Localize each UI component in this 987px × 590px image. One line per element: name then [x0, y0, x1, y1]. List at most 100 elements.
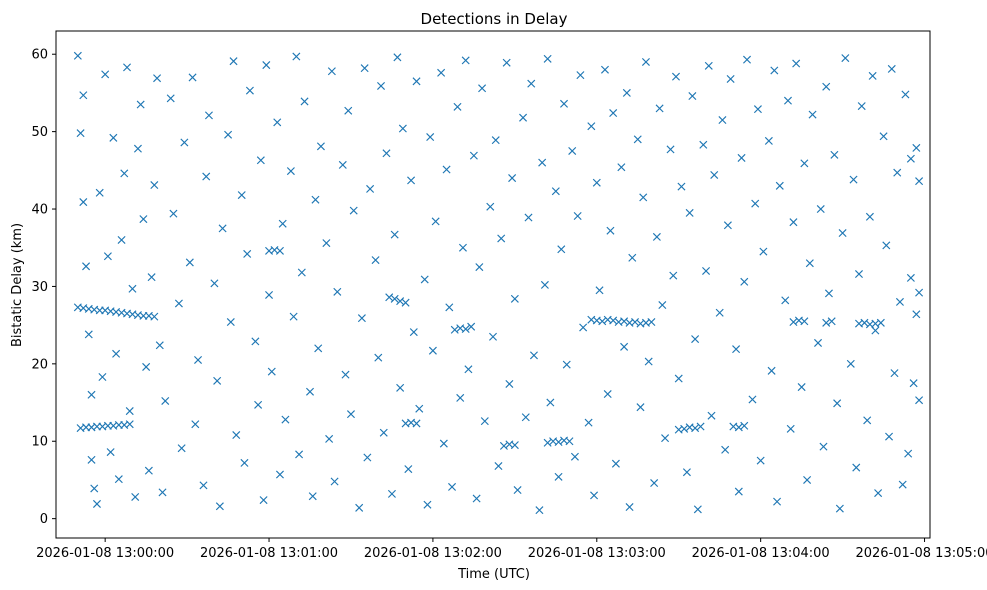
data-markers	[73, 51, 924, 515]
data-point-marker	[426, 133, 435, 142]
data-point-marker	[251, 337, 260, 346]
data-point-marker	[551, 187, 560, 196]
data-point-marker	[316, 142, 325, 151]
data-point-marker	[609, 109, 618, 118]
data-point-marker	[322, 239, 331, 248]
x-axis-label: Time (UTC)	[457, 567, 530, 582]
data-point-marker	[606, 226, 615, 235]
data-point-marker	[677, 182, 686, 191]
data-point-marker	[215, 502, 224, 511]
data-point-marker	[622, 88, 631, 97]
data-point-marker	[158, 488, 167, 497]
data-point-marker	[669, 271, 678, 280]
data-point-marker	[218, 224, 227, 233]
data-point-marker	[527, 79, 536, 88]
data-point-marker	[792, 59, 801, 68]
data-point-marker	[734, 423, 743, 432]
data-point-marker	[805, 259, 814, 268]
data-point-marker	[275, 470, 284, 479]
data-point-marker	[150, 312, 159, 321]
data-point-marker	[661, 434, 670, 443]
data-point-marker	[901, 90, 910, 99]
data-point-marker	[748, 395, 757, 404]
data-point-marker	[915, 396, 924, 405]
data-point-marker	[295, 450, 304, 459]
data-point-marker	[155, 341, 164, 350]
data-point-marker	[671, 72, 681, 81]
data-point-marker	[300, 97, 309, 106]
data-point-marker	[142, 362, 151, 371]
data-point-marker	[909, 379, 918, 388]
data-point-marker	[830, 150, 839, 159]
data-point-marker	[595, 286, 604, 295]
data-point-marker	[79, 91, 88, 100]
data-point-marker	[448, 482, 457, 491]
data-point-marker	[529, 351, 538, 360]
x-tick-label: 2026-01-08 13:03:00	[528, 546, 666, 561]
data-point-marker	[800, 317, 809, 326]
data-point-marker	[680, 424, 689, 433]
data-point-marker	[84, 330, 93, 339]
data-point-marker	[174, 299, 183, 308]
data-point-marker	[835, 504, 844, 513]
data-point-marker	[308, 492, 317, 501]
data-point-marker	[344, 106, 353, 115]
data-point-marker	[491, 136, 500, 145]
y-axis-label: Bistatic Delay (km)	[10, 223, 25, 347]
data-point-marker	[721, 445, 730, 454]
data-point-marker	[327, 67, 336, 76]
data-point-marker	[445, 303, 454, 312]
data-point-marker	[732, 345, 741, 354]
data-point-marker	[229, 57, 238, 66]
data-point-marker	[912, 143, 921, 152]
data-point-marker	[800, 159, 809, 168]
data-point-marker	[153, 74, 162, 83]
data-point-marker	[519, 113, 528, 122]
data-point-marker	[404, 465, 413, 474]
data-point-marker	[775, 181, 784, 190]
data-point-marker	[79, 198, 88, 207]
data-point-marker	[715, 308, 724, 317]
data-point-marker	[346, 410, 355, 419]
y-tick-label: 50	[31, 125, 48, 140]
data-point-marker	[770, 66, 779, 75]
data-point-marker	[885, 432, 894, 441]
y-tick-label: 30	[31, 280, 48, 295]
data-point-marker	[521, 413, 530, 422]
data-point-marker	[398, 124, 407, 133]
data-point-marker	[822, 82, 831, 91]
data-point-marker	[557, 245, 566, 254]
data-point-marker	[469, 151, 478, 160]
data-point-marker	[666, 145, 675, 154]
data-point-marker	[286, 167, 295, 176]
x-axis: 2026-01-08 13:00:00 2026-01-08 13:01:00 20…	[36, 538, 987, 561]
data-point-marker	[273, 118, 282, 127]
data-point-marker	[641, 57, 650, 66]
data-point-marker	[458, 243, 467, 252]
data-point-marker	[90, 484, 99, 493]
data-point-marker	[123, 63, 132, 72]
data-point-marker	[554, 472, 563, 481]
data-point-marker	[562, 360, 571, 369]
data-point-marker	[852, 463, 861, 472]
data-point-marker	[759, 247, 768, 256]
data-point-marker	[584, 418, 593, 427]
data-point-marker	[868, 71, 877, 80]
data-point-marker	[693, 505, 702, 514]
data-point-marker	[95, 188, 104, 197]
data-point-marker	[439, 439, 448, 448]
data-point-marker	[734, 487, 743, 496]
data-point-marker	[243, 249, 252, 258]
data-point-marker	[904, 449, 913, 458]
data-point-marker	[357, 314, 366, 323]
data-point-marker	[737, 153, 746, 162]
data-point-marker	[101, 70, 110, 79]
data-point-marker	[311, 195, 320, 204]
data-point-marker	[688, 92, 697, 101]
data-point-marker	[576, 71, 585, 80]
data-point-marker	[486, 202, 495, 211]
chart-title: Detections in Delay	[421, 10, 568, 28]
data-point-marker	[360, 64, 369, 73]
data-point-marker	[898, 480, 907, 489]
data-point-marker	[461, 325, 470, 334]
